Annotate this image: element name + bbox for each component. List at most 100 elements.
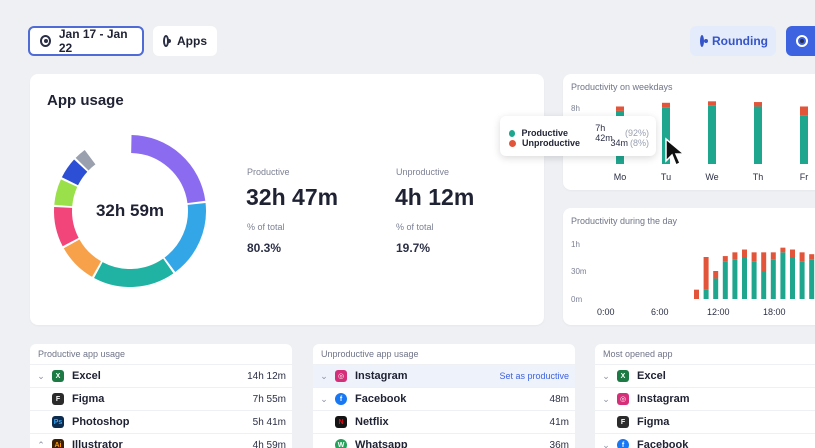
tooltip-pct: (92%) [624,128,649,138]
chevron-down-icon[interactable]: ⌄ [602,393,610,404]
list-item[interactable]: ⌄ f Facebook [595,433,815,448]
x-tick-label: Mo [614,172,627,182]
list-item[interactable]: F Figma 7h 55m [30,387,292,410]
chevron-down-icon[interactable]: ⌄ [320,370,328,381]
list-item[interactable]: ⌃ Ai Illustrator 4h 59m [30,433,292,448]
app-time: 48m [549,393,569,405]
bar-unproductive[interactable] [809,254,815,260]
chevron-down-icon[interactable]: ⌄ [320,393,328,404]
app-usage-card: App usage 32h 59m Productive 32h 47m % o… [30,74,544,325]
bar-productive[interactable] [754,106,762,164]
bar-unproductive[interactable] [694,289,699,299]
bar-productive[interactable] [713,278,719,299]
list-item[interactable]: W Whatsapp 36m [313,433,575,448]
productive-app-list: Productive app usage ⌄ X Excel 14h 12m F… [30,344,292,448]
tooltip-label: Productive [521,128,568,138]
whatsapp-icon: W [335,439,347,448]
apps-filter-button[interactable]: Apps [153,26,217,56]
tooltip-label: Unproductive [522,138,581,148]
opened-list-title: Most opened app [603,349,673,359]
bar-unproductive[interactable] [800,106,808,116]
bar-unproductive[interactable] [703,257,709,290]
productive-value: 32h 47m [246,184,339,210]
bar-unproductive[interactable] [751,252,757,262]
bar-productive[interactable] [780,252,786,299]
donut-segment[interactable] [54,179,78,207]
bar-unproductive[interactable] [780,247,786,253]
chevron-down-icon[interactable]: ⌄ [37,370,45,381]
bar-productive[interactable] [708,105,716,164]
apps-icon [163,35,171,47]
donut-segment[interactable] [54,206,79,247]
bar-unproductive[interactable] [742,249,747,257]
bar-unproductive[interactable] [799,252,805,262]
app-time: 14h 12m [247,370,286,382]
app-name: Netflix [355,416,389,428]
chevron-up-icon[interactable]: ⌃ [37,439,45,448]
bar-unproductive[interactable] [662,102,670,108]
list-item[interactable]: N Netflix 41m [313,410,575,433]
bar-unproductive[interactable] [754,102,762,107]
donut-segment[interactable] [94,258,174,287]
bar-productive[interactable] [662,107,670,164]
list-item[interactable]: ⌄ f Facebook 48m [313,387,575,410]
chevron-down-icon[interactable]: ⌄ [602,370,610,381]
bar-unproductive[interactable] [770,252,776,260]
list-item[interactable]: F Figma [595,410,815,433]
x-tick-label: Tu [661,172,671,182]
bar-unproductive[interactable] [708,101,716,106]
action-icon [796,35,808,47]
date-range-button[interactable]: Jan 17 - Jan 22 [28,26,144,56]
bar-productive[interactable] [732,259,738,299]
bar-unproductive[interactable] [616,106,624,111]
photoshop-icon: Ps [52,416,64,428]
bar-productive[interactable] [742,257,747,299]
list-item[interactable]: ⌄ ◎ Instagram Set as productive [313,364,575,387]
apps-label: Apps [177,34,207,48]
list-item[interactable]: ⌄ ◎ Instagram [595,387,815,410]
bar-productive[interactable] [703,289,709,299]
y-tick-1h: 1h [571,240,580,249]
tooltip-value: 7h 42m [595,123,613,143]
bar-productive[interactable] [799,261,805,299]
unproductive-app-list: Unproductive app usage ⌄ ◎ Instagram Set… [313,344,575,448]
bar-productive[interactable] [809,259,815,299]
app-name: Figma [637,416,670,428]
list-item[interactable]: Ps Photoshop 5h 41m [30,410,292,433]
instagram-icon: ◎ [617,393,629,405]
donut-segment[interactable] [63,239,102,277]
bar-productive[interactable] [751,261,757,299]
x-tick-label: Fr [800,172,809,182]
bar-unproductive[interactable] [722,256,728,262]
donut-segment[interactable] [61,159,88,186]
tooltip-row-productive: Productive 7h 42m (92%) [509,123,649,143]
donut-segment[interactable] [75,149,96,171]
bar-unproductive[interactable] [732,252,738,260]
chevron-down-icon[interactable]: ⌄ [602,439,610,448]
bar-productive[interactable] [722,261,728,299]
bar-productive[interactable] [761,271,767,299]
unproductive-dot [509,139,516,147]
bar-unproductive[interactable] [761,252,767,271]
donut-total: 32h 59m [96,201,164,220]
excel-icon: X [617,370,629,382]
bar-unproductive[interactable] [713,271,719,279]
bar-unproductive[interactable] [790,249,795,257]
calendar-icon [40,35,51,47]
donut-segment[interactable] [130,135,206,204]
primary-action-button[interactable] [786,26,815,56]
x-tick-label: Th [753,172,764,182]
app-time: 41m [549,416,569,428]
facebook-icon: f [335,393,347,405]
bar-productive[interactable] [770,259,776,299]
rounding-button[interactable]: Rounding [690,26,776,56]
bar-productive[interactable] [800,115,808,164]
bar-productive[interactable] [790,257,795,299]
productive-pct: 80.3% [247,241,282,255]
list-item[interactable]: ⌄ X Excel 14h 12m [30,364,292,387]
donut-segment[interactable] [164,202,206,273]
productive-list-title: Productive app usage [38,349,126,359]
figma-icon: F [617,416,629,428]
list-item[interactable]: ⌄ X Excel [595,364,815,387]
set-as-productive-link[interactable]: Set as productive [499,371,569,381]
